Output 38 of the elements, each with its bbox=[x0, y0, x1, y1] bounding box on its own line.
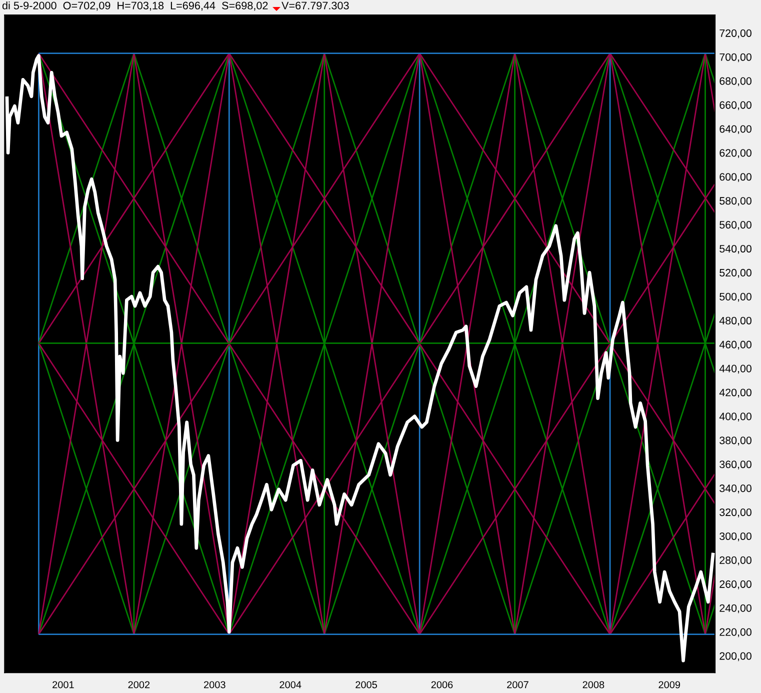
x-tick-label: 2006 bbox=[431, 681, 453, 688]
y-tick-label: 500,00 bbox=[720, 292, 752, 302]
chart-subtitle: V=67.797.303 bbox=[282, 2, 349, 10]
x-tick-label: 2008 bbox=[582, 681, 604, 688]
y-tick-label: 220,00 bbox=[720, 628, 752, 638]
y-tick-label: 700,00 bbox=[720, 53, 752, 62]
y-tick-label: 340,00 bbox=[720, 484, 752, 494]
y-tick-label: 540,00 bbox=[720, 244, 752, 254]
x-tick-label: 2005 bbox=[356, 681, 377, 688]
y-tick-label: 620,00 bbox=[720, 149, 752, 158]
y-tick-label: 300,00 bbox=[720, 532, 752, 542]
y-tick-label: 560,00 bbox=[720, 221, 752, 230]
y-tick-label: 600,00 bbox=[720, 173, 752, 182]
x-tick-label: 2001 bbox=[52, 681, 74, 688]
x-tick-label: 2002 bbox=[128, 681, 150, 688]
x-tick-label: 2003 bbox=[204, 681, 226, 688]
y-tick-label: 400,00 bbox=[719, 412, 752, 422]
y-tick-label: 480,00 bbox=[719, 316, 752, 326]
y-tick-label: 660,00 bbox=[720, 101, 752, 110]
y-tick-label: 360,00 bbox=[720, 460, 752, 470]
y-tick-label: 440,00 bbox=[719, 364, 752, 374]
y-tick-label: 520,00 bbox=[720, 268, 752, 278]
y-tick-label: 240,00 bbox=[720, 604, 752, 614]
y-tick-label: 720,00 bbox=[720, 29, 752, 38]
y-tick-label: 680,00 bbox=[720, 77, 752, 86]
x-tick-label: 2009 bbox=[658, 681, 680, 688]
y-tick-label: 200,00 bbox=[720, 652, 752, 662]
y-tick-label: 320,00 bbox=[720, 508, 752, 518]
y-tick-label: 640,00 bbox=[720, 125, 752, 134]
chart-title: di 5-9-2000 O=702,09 H=703,18 L=696,44 S=698,02 bbox=[2, 1, 268, 11]
y-tick-label: 260,00 bbox=[720, 580, 752, 590]
x-tick-label: 2004 bbox=[280, 681, 302, 688]
y-tick-label: 380,00 bbox=[720, 436, 752, 446]
y-tick-label: 580,00 bbox=[720, 197, 752, 206]
x-tick-label: 2007 bbox=[507, 681, 528, 688]
y-tick-label: 460,00 bbox=[719, 340, 752, 350]
y-tick-label: 420,00 bbox=[719, 388, 752, 398]
y-tick-label: 280,00 bbox=[720, 556, 752, 566]
